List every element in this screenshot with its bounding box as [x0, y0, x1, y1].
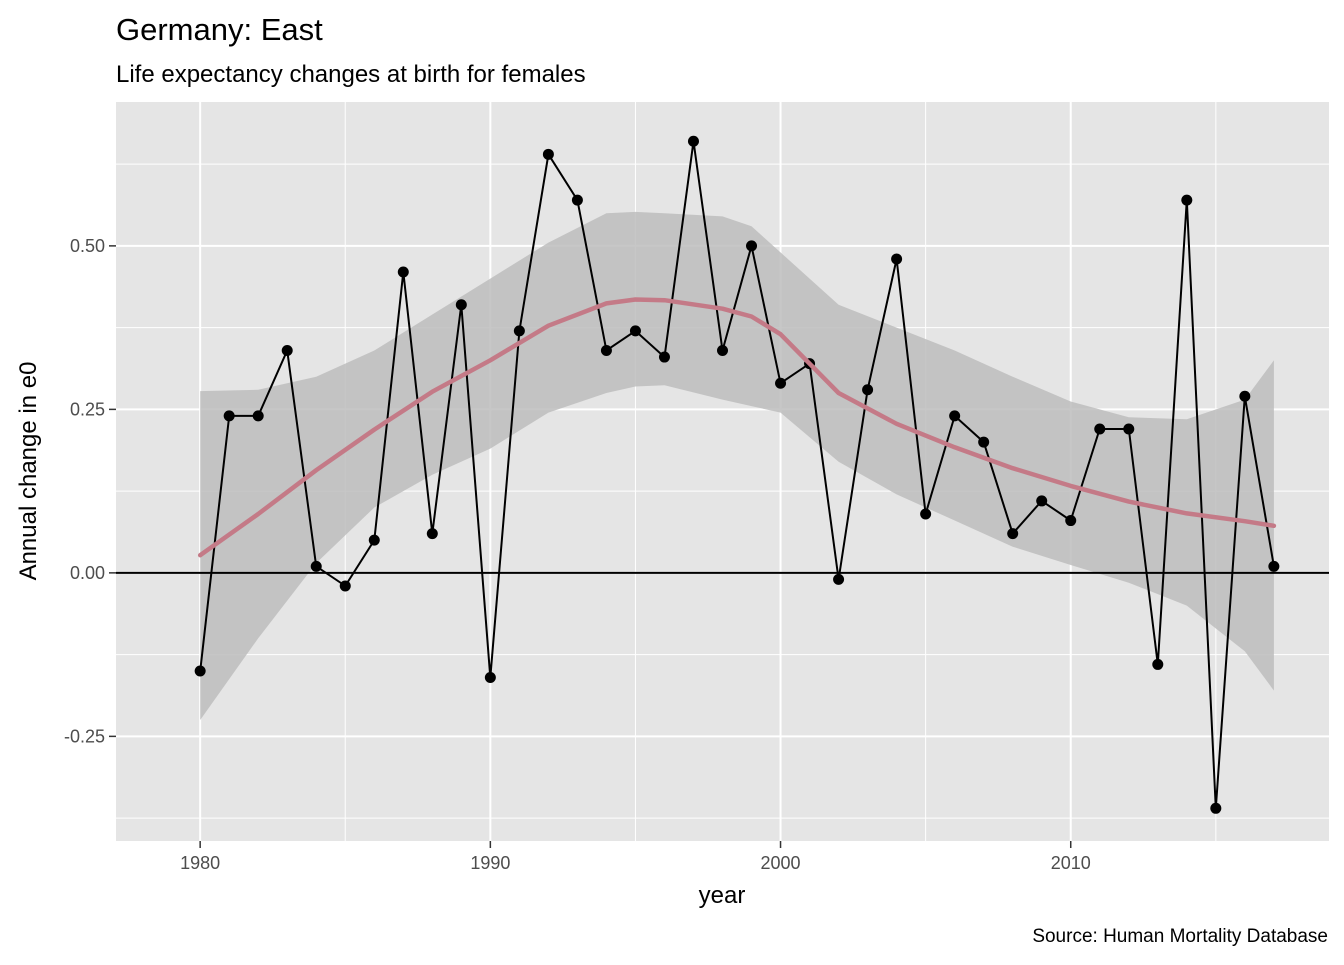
data-point: [629, 325, 641, 337]
x-axis-title: year: [699, 882, 746, 909]
data-point: [891, 253, 903, 265]
data-point: [252, 410, 264, 422]
data-point: [426, 528, 438, 540]
data-point: [368, 534, 380, 546]
data-point: [978, 436, 990, 448]
data-point: [310, 560, 322, 572]
data-point: [542, 148, 554, 160]
data-point: [920, 508, 932, 520]
x-tick-label: 2010: [1051, 853, 1091, 873]
source-caption: Source: Human Mortality Database: [1032, 926, 1328, 947]
data-point: [833, 573, 845, 585]
x-tick-label: 1980: [180, 853, 220, 873]
data-point: [862, 384, 874, 396]
y-tick-label: 0.00: [70, 563, 105, 583]
y-tick-label: 0.50: [70, 236, 105, 256]
confidence-band-layer: [200, 211, 1274, 720]
series-line: [199, 141, 1275, 809]
data-point: [339, 580, 351, 592]
y-axis-title: Annual change in e0: [15, 362, 42, 581]
data-point: [513, 325, 525, 337]
data-point: [1123, 423, 1135, 435]
data-point: [775, 377, 787, 389]
data-point: [281, 345, 293, 357]
x-tick-label: 2000: [761, 853, 801, 873]
data-point: [746, 240, 758, 252]
smooth-trend-layer: [197, 297, 1277, 558]
data-point: [687, 135, 699, 147]
y-tick-label: 0.25: [70, 399, 105, 419]
data-point: [1065, 515, 1077, 527]
data-point: [1210, 802, 1222, 814]
data-point: [1239, 390, 1251, 402]
y-tick-label: -0.25: [64, 726, 105, 746]
data-point: [1036, 495, 1048, 507]
x-axis-tick-labels: 1980 1990 2000 2010: [180, 853, 1091, 873]
data-point: [600, 345, 612, 357]
data-point: [223, 410, 235, 422]
data-point: [1268, 560, 1280, 572]
data-point: [717, 345, 728, 357]
data-point: [1181, 194, 1193, 206]
axis-ticks: [109, 245, 1072, 848]
smooth-trend-line: [197, 297, 1277, 558]
chart-title: Germany: East: [116, 12, 323, 47]
data-point: [1094, 423, 1106, 435]
data-point: [1152, 658, 1164, 670]
series-line-layer: [199, 141, 1275, 809]
data-point: [1007, 528, 1019, 540]
data-point: [571, 194, 583, 206]
data-point: [949, 410, 961, 422]
y-axis-tick-labels: -0.25 0.00 0.25 0.50: [64, 236, 105, 746]
data-point: [194, 665, 206, 677]
data-point: [484, 672, 496, 684]
confidence-band: [200, 211, 1274, 720]
chart-subtitle: Life expectancy changes at birth for fem…: [116, 61, 586, 88]
data-point: [397, 266, 409, 278]
data-point: [658, 351, 670, 363]
series-points-layer: [194, 135, 1280, 814]
x-tick-label: 1990: [470, 853, 510, 873]
data-point: [455, 299, 467, 311]
